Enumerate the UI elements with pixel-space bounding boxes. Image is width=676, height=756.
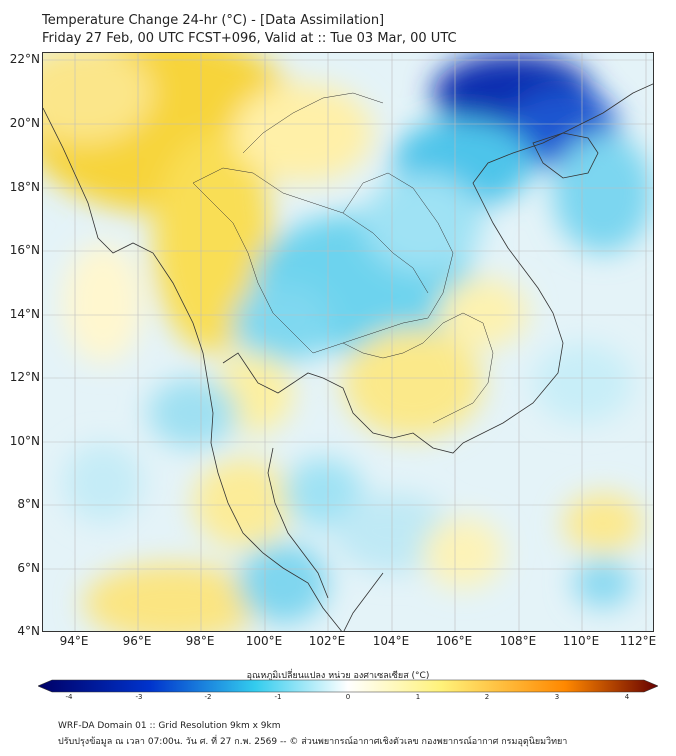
lon-label: 94°E	[59, 634, 89, 648]
colorbar-tick: 4	[624, 693, 630, 701]
lat-label: 4°N	[17, 624, 40, 638]
colorbar-tick: -2	[204, 693, 212, 701]
lat-label: 10°N	[9, 434, 40, 448]
lon-label: 106°E	[435, 634, 473, 648]
colorbar	[38, 679, 658, 693]
lat-label: 6°N	[17, 561, 40, 575]
temperature-change-map	[42, 52, 654, 632]
colorbar-tick: -1	[274, 693, 282, 701]
lat-label: 16°N	[9, 243, 40, 257]
lat-label: 20°N	[9, 116, 40, 130]
lon-label: 100°E	[245, 634, 283, 648]
lon-label: 104°E	[372, 634, 410, 648]
lat-label: 8°N	[17, 497, 40, 511]
lon-label: 102°E	[308, 634, 346, 648]
lon-label: 96°E	[122, 634, 152, 648]
colorbar-tick: -3	[135, 693, 143, 701]
coastlines	[43, 83, 653, 631]
map-subtitle: Friday 27 Feb, 00 UTC FCST+096, Valid at…	[42, 31, 457, 46]
colorbar-tick: 2	[484, 693, 490, 701]
map-canvas	[43, 53, 653, 631]
colorbar-tick: 1	[415, 693, 421, 701]
map-grid	[43, 53, 653, 631]
lat-label: 14°N	[9, 307, 40, 321]
lon-label: 110°E	[562, 634, 600, 648]
map-title: Temperature Change 24-hr (°C) - [Data As…	[42, 13, 385, 28]
lon-label: 108°E	[499, 634, 537, 648]
lat-label: 18°N	[9, 180, 40, 194]
colorbar-tick: 0	[345, 693, 351, 701]
colorbar-tick: 3	[554, 693, 560, 701]
lat-label: 12°N	[9, 370, 40, 384]
lon-label: 98°E	[185, 634, 215, 648]
colorbar-tick: -4	[65, 693, 73, 701]
footer-credits: ปรับปรุงข้อมูล ณ เวลา 07:00น. วัน ศ. ที่…	[58, 737, 568, 747]
footer-model-info: WRF-DA Domain 01 :: Grid Resolution 9km …	[58, 721, 281, 731]
colorbar-title: อุณหภูมิเปลี่ยนแปลง หน่วย องศาเซลเซียส (…	[246, 671, 430, 681]
country-borders	[192, 92, 494, 424]
lon-label: 112°E	[619, 634, 657, 648]
lat-label: 22°N	[9, 52, 40, 66]
